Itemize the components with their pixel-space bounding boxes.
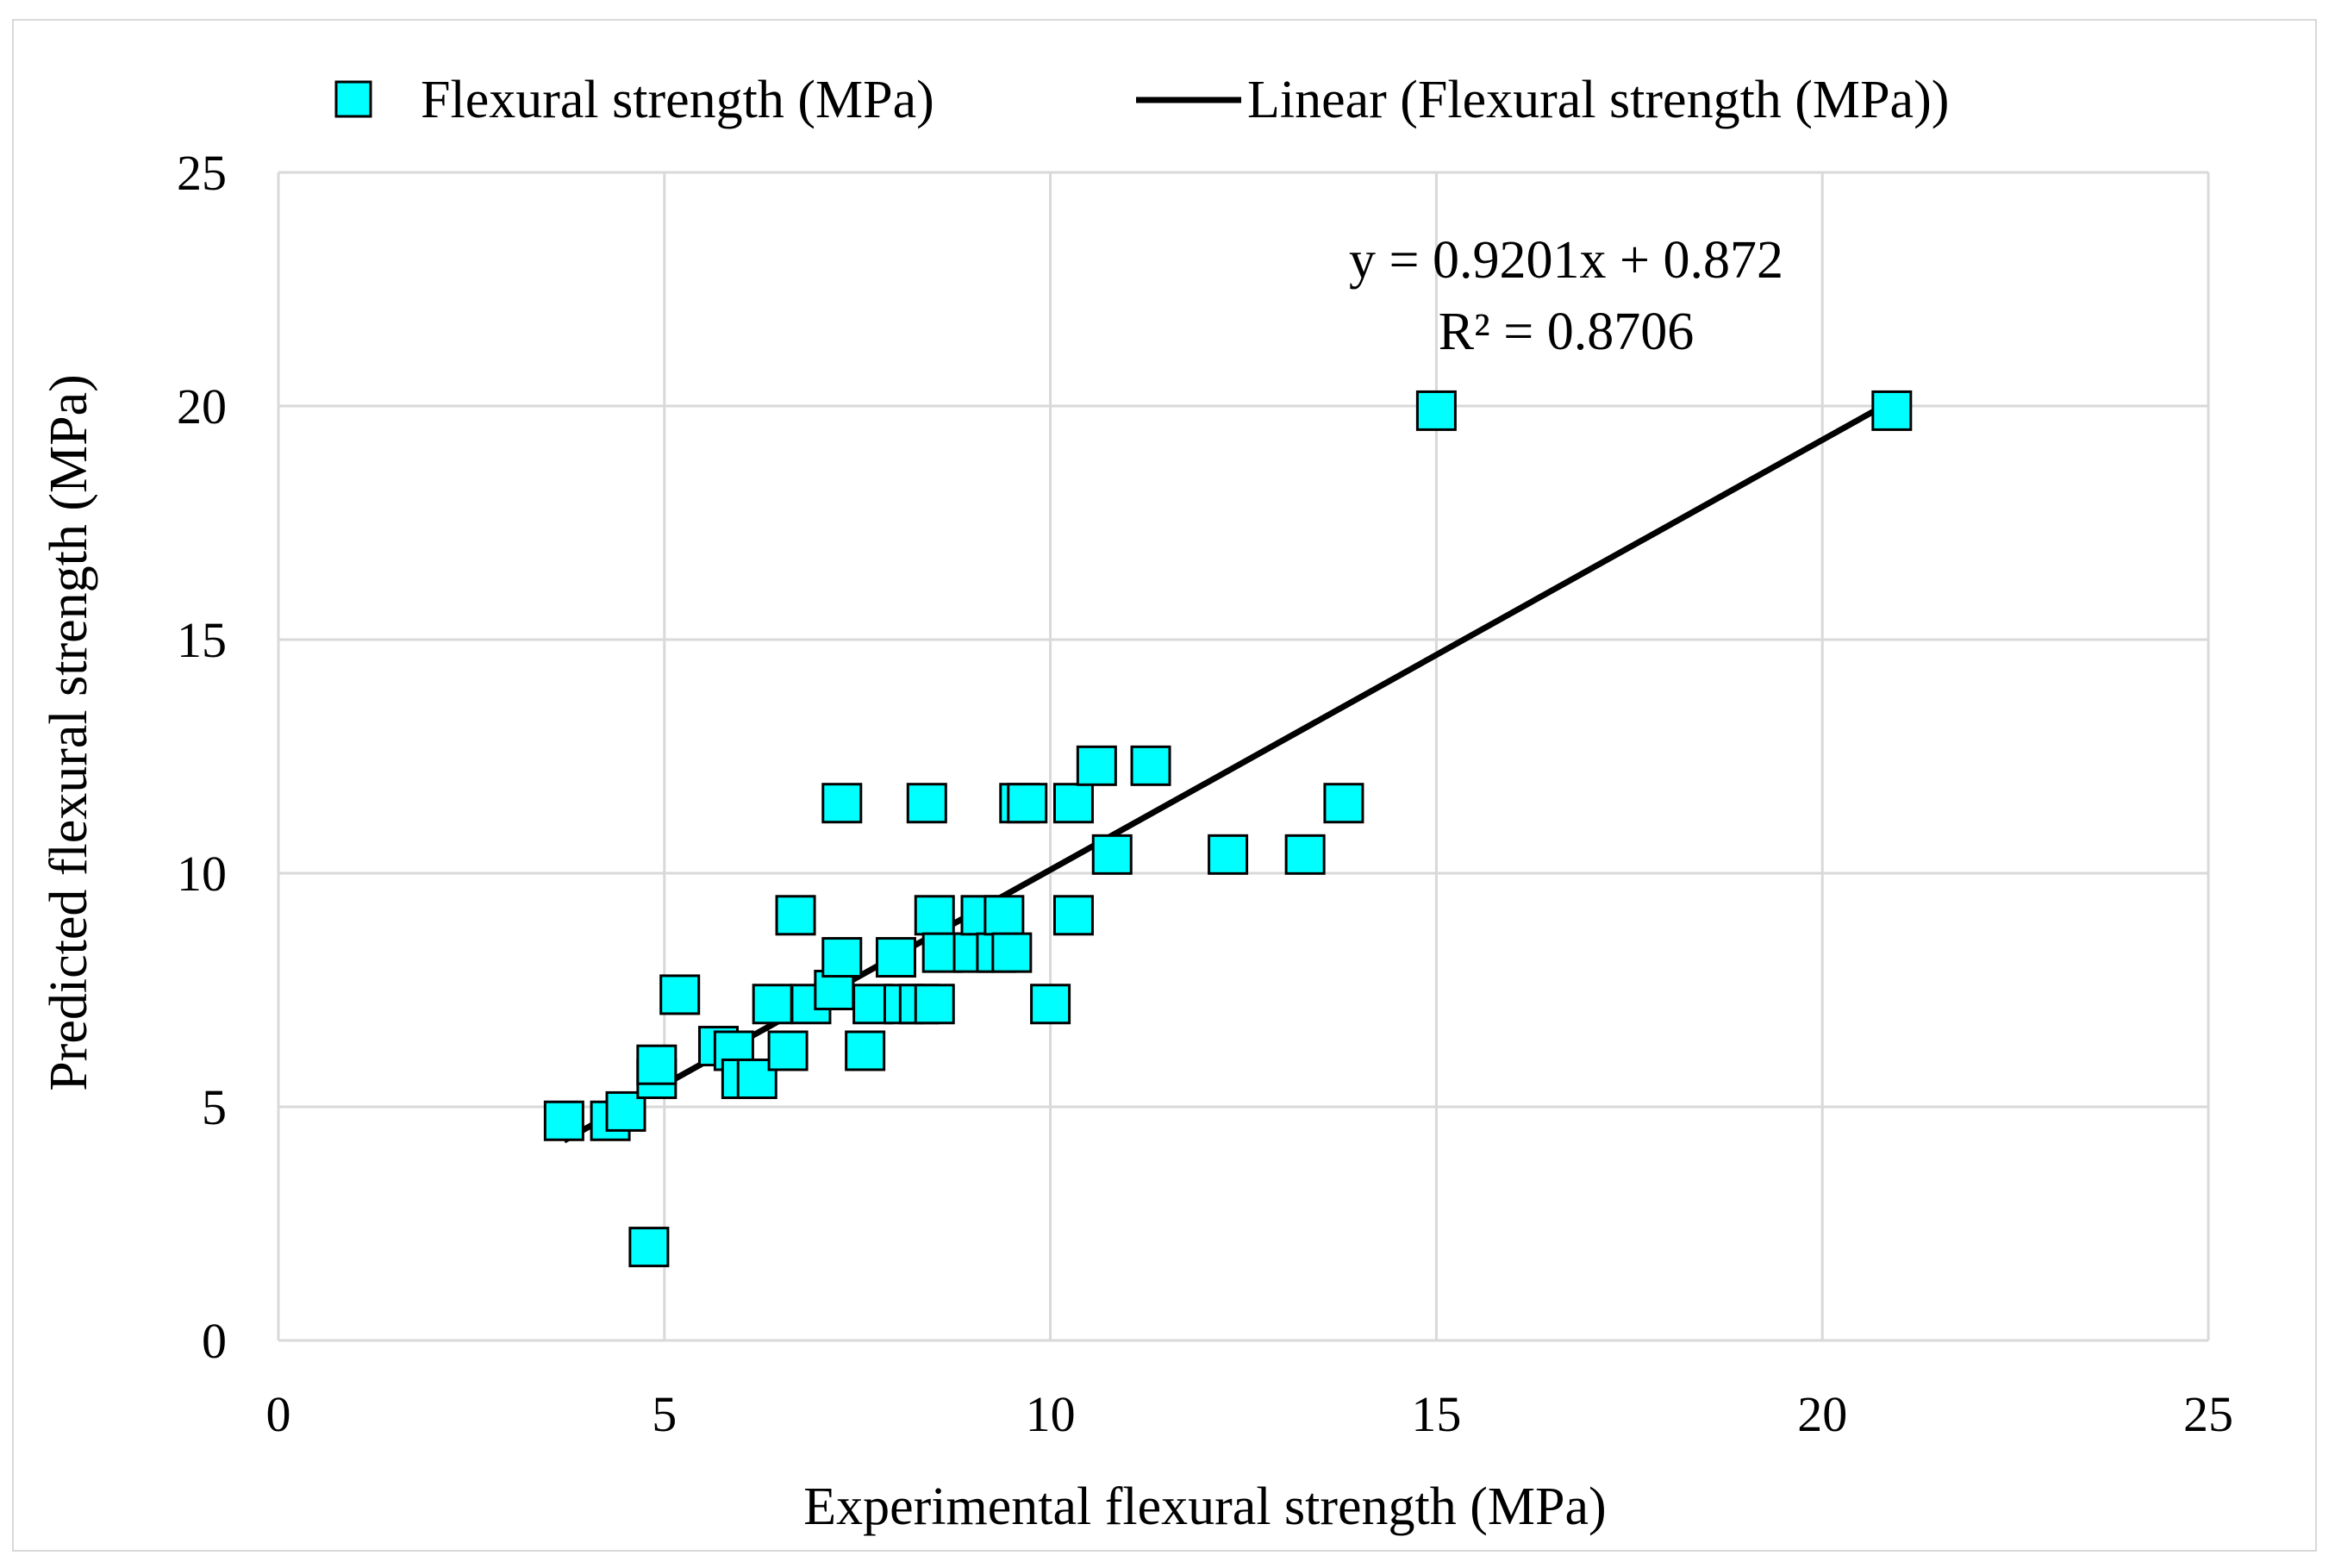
data-point bbox=[543, 1100, 584, 1141]
data-point bbox=[636, 1044, 677, 1085]
data-point bbox=[1052, 895, 1094, 936]
data-point bbox=[906, 783, 947, 824]
x-tick-label: 15 bbox=[1411, 1386, 1461, 1442]
x-tick-label: 5 bbox=[652, 1386, 677, 1442]
data-point bbox=[1007, 783, 1048, 824]
y-tick-labels: 0 5 10 15 20 25 bbox=[177, 145, 227, 1369]
legend-marker-square bbox=[334, 80, 372, 118]
gridlines bbox=[277, 171, 2210, 1342]
trendline bbox=[562, 398, 1894, 1144]
x-tick-label: 25 bbox=[2183, 1386, 2233, 1442]
data-point bbox=[1284, 834, 1326, 875]
y-tick-label: 5 bbox=[202, 1079, 227, 1135]
data-point bbox=[1052, 783, 1094, 824]
data-point bbox=[1091, 834, 1133, 875]
data-point bbox=[983, 895, 1025, 936]
legend-label-trendline: Linear (Flexural strength (MPa)) bbox=[1247, 71, 1949, 129]
data-point bbox=[914, 895, 955, 936]
x-axis-title: Experimental flexural strength (MPa) bbox=[803, 1477, 1606, 1536]
data-point bbox=[775, 895, 816, 936]
trend-r-squared: R² = 0.8706 bbox=[1439, 303, 1694, 361]
x-tick-labels: 0 5 10 15 20 25 bbox=[266, 1386, 2234, 1442]
data-point bbox=[1030, 984, 1071, 1025]
data-point bbox=[1415, 390, 1457, 431]
data-point bbox=[821, 937, 863, 978]
data-point bbox=[628, 1227, 670, 1268]
legend: Flexural strength (MPa) Linear (Flexural… bbox=[334, 71, 1949, 129]
y-tick-label: 15 bbox=[177, 612, 227, 668]
data-point bbox=[659, 974, 701, 1015]
data-point bbox=[991, 932, 1033, 973]
y-tick-label: 25 bbox=[177, 145, 227, 201]
data-point bbox=[1323, 783, 1364, 824]
y-tick-label: 10 bbox=[177, 846, 227, 902]
trendline-layer bbox=[562, 398, 1894, 1144]
data-point bbox=[875, 937, 916, 978]
x-tick-label: 0 bbox=[266, 1386, 291, 1442]
data-point bbox=[821, 783, 863, 824]
data-point bbox=[845, 1030, 886, 1071]
data-point bbox=[1076, 745, 1117, 786]
y-tick-label: 20 bbox=[177, 378, 227, 434]
data-point bbox=[767, 1030, 809, 1071]
data-point bbox=[1208, 834, 1249, 875]
data-point bbox=[914, 984, 955, 1025]
y-axis-title: Predicted flexural strength (MPa) bbox=[40, 374, 98, 1091]
x-tick-label: 20 bbox=[1797, 1386, 1847, 1442]
data-point bbox=[1130, 745, 1171, 786]
x-tick-label: 10 bbox=[1026, 1386, 1076, 1442]
data-point bbox=[752, 984, 793, 1025]
y-tick-label: 0 bbox=[202, 1313, 227, 1369]
trend-equation: y = 0.9201x + 0.872 bbox=[1349, 231, 1783, 290]
legend-label-points: Flexural strength (MPa) bbox=[421, 71, 934, 129]
data-points bbox=[543, 390, 1913, 1268]
data-point bbox=[1871, 390, 1913, 431]
